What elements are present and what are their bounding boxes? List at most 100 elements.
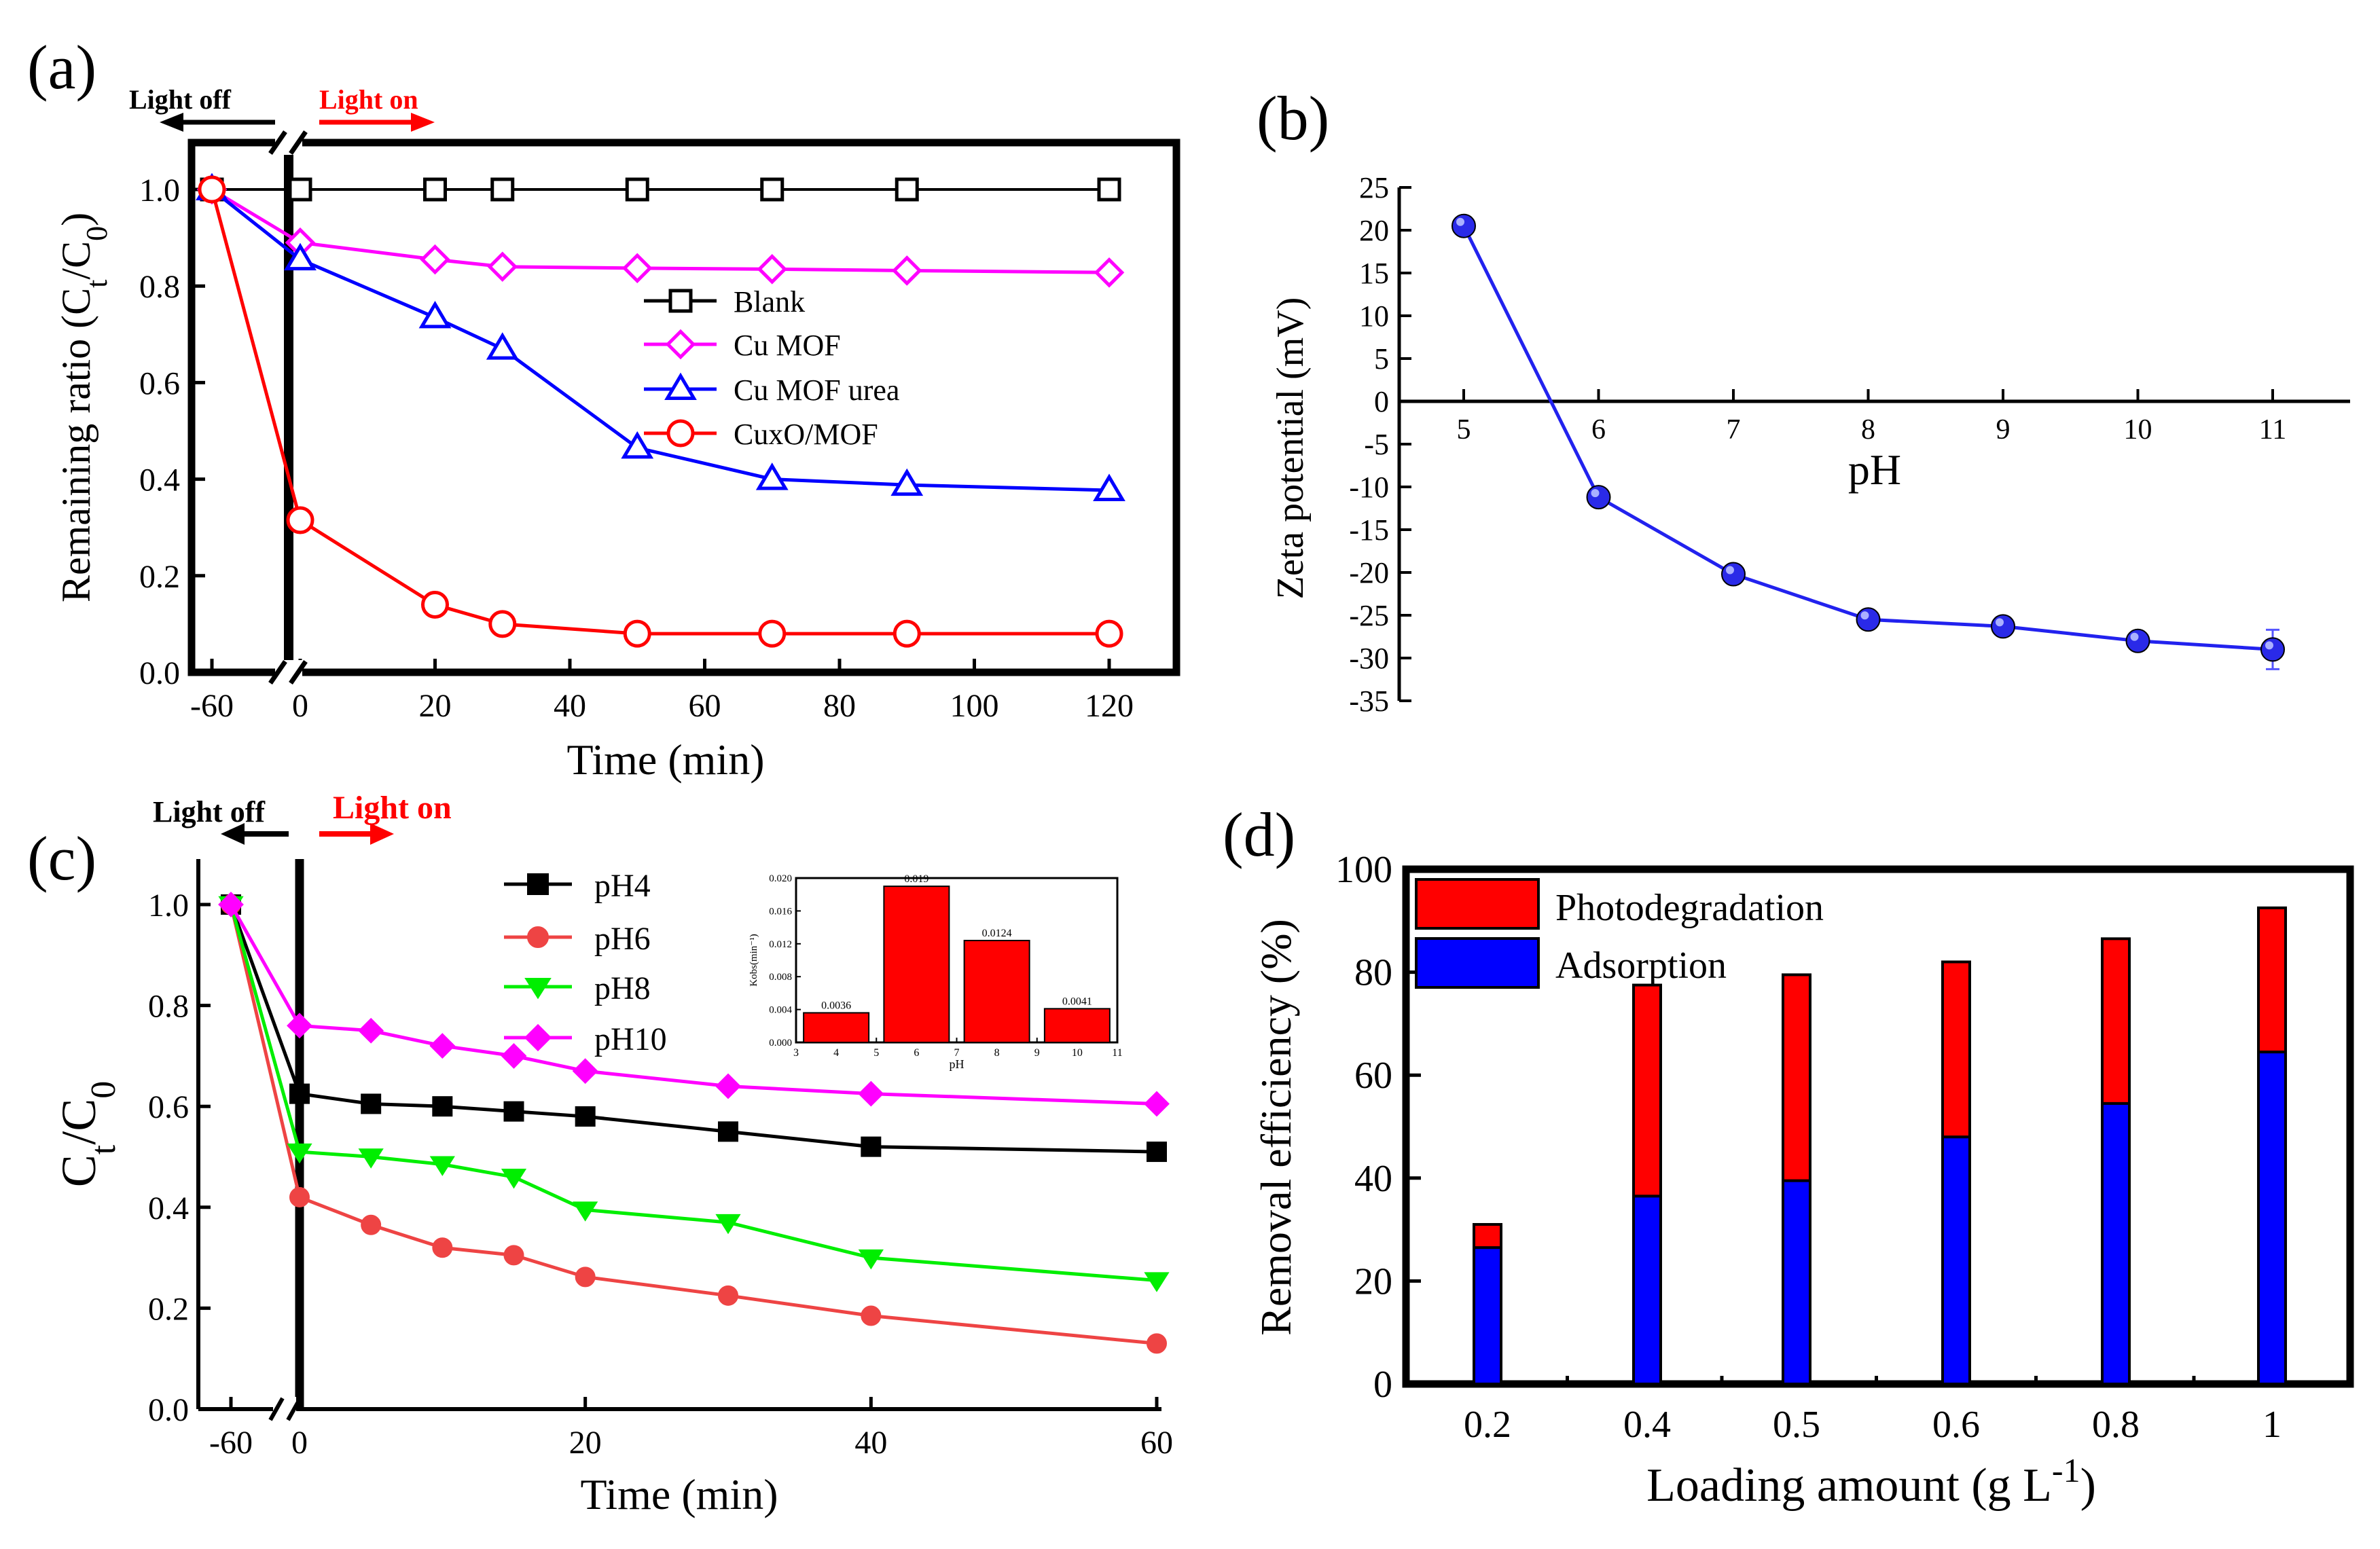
data-point xyxy=(218,892,244,917)
y-tick-label: 0 xyxy=(1374,385,1389,418)
data-point xyxy=(757,254,788,285)
data-point xyxy=(758,619,787,648)
data-point xyxy=(287,1013,312,1039)
x-tick-label: 9 xyxy=(1996,414,2011,445)
data-point xyxy=(289,1083,310,1104)
inset-x-tick-label: 6 xyxy=(914,1047,919,1059)
panel-a-y-axis-title: Remaining ratio (Ct/C0) xyxy=(54,213,113,602)
inset-y-tick-label: 0.008 xyxy=(769,972,792,983)
legend-marker xyxy=(524,978,552,1000)
data-point xyxy=(490,177,515,202)
panel-d: (d) 0 20 40 60 80 100 0.2 0.4 0.5 0.6 0.8 1 Photode… xyxy=(1223,800,2354,1512)
bar-photodegradation xyxy=(2101,937,2131,1105)
data-point xyxy=(2125,628,2150,653)
data-point xyxy=(198,175,226,204)
inset-x-tick-label: 5 xyxy=(873,1047,879,1059)
data-point xyxy=(488,610,517,638)
y-tick-label: 1.0 xyxy=(148,888,189,924)
data-point xyxy=(429,1033,456,1059)
data-point xyxy=(486,332,519,360)
light-off-arrow-head xyxy=(221,823,245,845)
data-point xyxy=(286,506,314,534)
panel-c-label: (c) xyxy=(27,824,96,893)
y-tick-label: 20 xyxy=(1359,214,1389,247)
panel-b: (b) 25 20 15 10 5 0 -5 -10 -15 -20 -25 -30 -35 5 6 7 8 9 1… xyxy=(1257,84,2350,718)
data-point-highlight xyxy=(1726,566,1734,575)
y-tick-label: 100 xyxy=(1335,849,1392,891)
panel-a: (a) Light off Light on 0.0 0.2 0.4 0.6 0.8 1.… xyxy=(27,33,1180,784)
y-tick-label: 0 xyxy=(1373,1364,1392,1406)
data-point xyxy=(718,1285,738,1306)
y-tick-label: 80 xyxy=(1354,952,1392,994)
y-tick-label: 0.6 xyxy=(148,1089,189,1125)
data-point xyxy=(358,1017,384,1044)
x-tick-label: 1 xyxy=(2262,1404,2282,1446)
bar-adsorption xyxy=(1782,1179,1811,1385)
data-point xyxy=(715,1073,741,1099)
x-tick-label: 6 xyxy=(1591,414,1606,445)
x-tick-label: 20 xyxy=(569,1425,602,1461)
y-tick-label: 40 xyxy=(1354,1158,1392,1200)
inset-y-tick-label: 0.020 xyxy=(769,873,792,884)
data-point xyxy=(501,1169,527,1189)
axis-break-mark xyxy=(268,1397,285,1421)
y-tick-label: 0.6 xyxy=(139,365,180,401)
data-point xyxy=(575,1106,596,1127)
y-tick-label: 60 xyxy=(1354,1055,1392,1097)
legend-marker xyxy=(666,419,695,448)
x-tick-label: 40 xyxy=(554,688,586,724)
inset-data-label: 0.019 xyxy=(904,873,928,885)
bar-photodegradation xyxy=(1941,960,1971,1139)
x-tick-label: 5 xyxy=(1457,414,1471,445)
panel-a-plot-frame xyxy=(187,139,1180,676)
data-point xyxy=(895,177,919,202)
inset-bar xyxy=(1043,1008,1111,1044)
inset-x-tick-label: 10 xyxy=(1072,1047,1083,1059)
x-tick-label: 0.6 xyxy=(1932,1404,1980,1446)
data-point xyxy=(861,1136,882,1157)
data-point xyxy=(1095,619,1123,648)
legend-label: Adsorption xyxy=(1555,945,1727,987)
y-tick-label: 0.4 xyxy=(139,462,180,498)
data-point-highlight xyxy=(1456,217,1464,226)
legend-marker xyxy=(527,926,549,948)
axis-break-mark xyxy=(268,660,287,685)
data-point xyxy=(1147,1333,1167,1354)
x-tick-label: 20 xyxy=(419,688,452,724)
panel-b-label: (b) xyxy=(1257,84,1329,153)
legend-label: Blank xyxy=(734,285,805,318)
x-tick-label: 120 xyxy=(1085,688,1134,724)
legend-marker xyxy=(668,289,693,313)
bar-photodegradation xyxy=(1632,983,1662,1198)
legend-label: Photodegradation xyxy=(1555,887,1824,929)
legend-swatch-photodegradation xyxy=(1415,878,1540,930)
inset-x-tick-label: 7 xyxy=(954,1047,960,1059)
inset-y-tick-label: 0.000 xyxy=(769,1038,792,1049)
bar-adsorption xyxy=(2101,1101,2131,1385)
data-point xyxy=(358,1148,384,1169)
data-point xyxy=(487,251,518,283)
y-tick-label: 20 xyxy=(1354,1260,1392,1302)
data-point xyxy=(625,177,649,202)
inset-x-axis-title: pH xyxy=(950,1057,964,1071)
legend-label: CuxO/MOF xyxy=(734,418,878,451)
legend-marker xyxy=(665,329,696,360)
data-point xyxy=(621,431,654,459)
x-tick-label: 0.2 xyxy=(1464,1404,1511,1446)
data-point xyxy=(432,1237,453,1258)
x-tick-label: 0 xyxy=(292,688,308,724)
data-point xyxy=(861,1305,882,1326)
data-point-highlight xyxy=(1591,489,1600,498)
x-tick-label: 8 xyxy=(1861,414,1875,445)
data-point xyxy=(361,1214,382,1235)
legend-label: Cu MOF xyxy=(734,329,841,362)
data-point xyxy=(760,177,785,202)
data-point xyxy=(418,301,452,329)
data-point xyxy=(1991,614,2015,639)
x-tick-label: 0.4 xyxy=(1623,1404,1671,1446)
inset-x-tick-label: 4 xyxy=(833,1047,839,1059)
data-point xyxy=(892,619,921,648)
series-line-cuxo-mof xyxy=(210,189,1109,636)
bar-adsorption xyxy=(1632,1195,1662,1385)
legend-swatch-adsorption xyxy=(1415,937,1540,989)
